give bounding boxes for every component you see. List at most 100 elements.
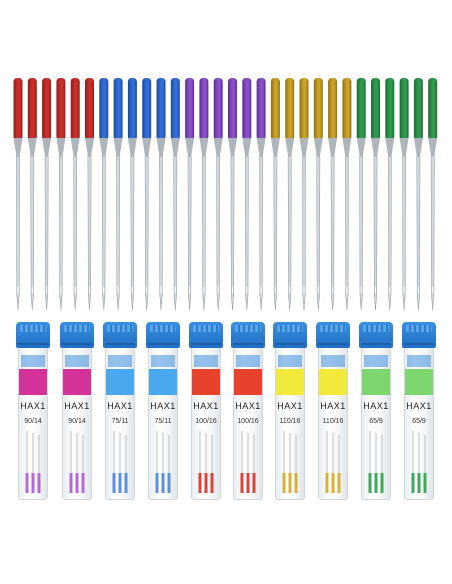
packet-cap xyxy=(189,322,223,348)
sewing-needle xyxy=(371,78,380,311)
needle-packet: HAX1 90/14 xyxy=(16,322,50,500)
packet-brand: HAX1 xyxy=(150,401,176,411)
packet-tube: HAX1 65/9 xyxy=(361,346,391,500)
size-color-band xyxy=(106,369,134,395)
packet-brand: HAX1 xyxy=(406,401,432,411)
packet-needles xyxy=(325,431,341,493)
packet-tube: HAX1 110/16 xyxy=(275,346,305,500)
packet-size: 90/14 xyxy=(68,418,86,425)
packet-brand: HAX1 xyxy=(235,401,261,411)
sewing-needle xyxy=(399,78,409,311)
packet-needles xyxy=(368,431,384,493)
sewing-needle xyxy=(99,78,109,311)
packet-brand: HAX1 xyxy=(107,401,133,411)
packet-cap xyxy=(273,322,307,348)
needle-packet: HAX1 65/9 xyxy=(402,322,436,500)
packet-tube: HAX1 110/16 xyxy=(318,346,348,500)
packet-size: 110/16 xyxy=(279,418,301,425)
needle-packet: HAX1 110/16 xyxy=(316,322,350,500)
packet-size: 65/9 xyxy=(369,418,383,425)
packet-tube: HAX1 75/11 xyxy=(105,346,135,500)
sewing-needle xyxy=(356,78,366,311)
sewing-needle xyxy=(213,78,223,311)
sewing-needle xyxy=(70,78,80,311)
sewing-needle xyxy=(270,78,280,311)
packet-tube: HAX1 100/16 xyxy=(191,346,221,500)
packet-size: 90/14 xyxy=(24,418,42,425)
packet-needles xyxy=(112,431,128,493)
packet-cap xyxy=(60,322,94,348)
needle-packet: HAX1 90/14 xyxy=(60,322,94,500)
sewing-needle xyxy=(156,78,166,311)
needle-packet: HAX1 100/16 xyxy=(231,322,265,500)
size-color-band xyxy=(276,369,304,395)
packet-brand: HAX1 xyxy=(64,401,90,411)
packet-size: 75/11 xyxy=(111,418,129,425)
packet-size: 110/16 xyxy=(322,418,344,425)
packet-cap xyxy=(359,322,393,348)
packet-tube: HAX1 75/11 xyxy=(148,346,178,500)
needle-packet: HAX1 75/11 xyxy=(103,322,137,500)
packet-cap xyxy=(16,322,50,348)
packet-needles xyxy=(25,431,41,493)
packet-needles xyxy=(69,431,85,493)
needle-packet: HAX1 65/9 xyxy=(359,322,393,500)
sewing-needle xyxy=(385,78,395,311)
size-color-band xyxy=(405,369,433,395)
packet-tube: HAX1 90/14 xyxy=(18,346,48,500)
sewing-needle xyxy=(113,78,123,311)
size-color-band xyxy=(19,369,47,395)
sewing-needle xyxy=(228,78,237,311)
packet-size: 65/9 xyxy=(412,418,426,425)
sewing-needle xyxy=(185,78,195,311)
packet-cap xyxy=(231,322,265,348)
sewing-needle xyxy=(13,78,23,311)
sewing-needle xyxy=(56,78,66,311)
sewing-needle xyxy=(199,78,209,311)
size-color-band xyxy=(192,369,220,395)
packet-cap xyxy=(103,322,137,348)
packet-size: 100/16 xyxy=(237,418,259,425)
packet-size: 75/11 xyxy=(154,418,172,425)
packet-needles xyxy=(198,431,214,493)
packet-cap xyxy=(316,322,350,348)
packet-brand: HAX1 xyxy=(320,401,346,411)
sewing-needle xyxy=(342,78,352,311)
size-color-band xyxy=(319,369,347,395)
packet-brand: HAX1 xyxy=(277,401,303,411)
sewing-needle xyxy=(242,78,252,311)
packet-cap xyxy=(402,322,436,348)
packet-needles xyxy=(282,431,298,493)
needle-packet: HAX1 75/11 xyxy=(146,322,180,500)
size-color-band xyxy=(362,369,390,395)
packet-cap xyxy=(146,322,180,348)
sewing-needle xyxy=(27,78,37,311)
sewing-needle xyxy=(413,78,423,311)
packet-needles xyxy=(411,431,427,493)
packet-needles xyxy=(155,431,171,493)
sewing-needle xyxy=(42,78,52,311)
sewing-needle xyxy=(85,78,94,311)
packet-brand: HAX1 xyxy=(20,401,46,411)
sewing-needle xyxy=(328,78,338,311)
sewing-needle xyxy=(299,78,309,311)
packet-brand: HAX1 xyxy=(193,401,219,411)
packet-brand: HAX1 xyxy=(363,401,389,411)
sewing-needle xyxy=(142,78,152,311)
needle-packet: HAX1 110/16 xyxy=(273,322,307,500)
packet-tube: HAX1 90/14 xyxy=(62,346,92,500)
sewing-needle xyxy=(256,78,266,311)
size-color-band xyxy=(234,369,262,395)
packet-tube: HAX1 100/16 xyxy=(233,346,263,500)
size-color-band xyxy=(149,369,177,395)
packet-size: 100/16 xyxy=(195,418,217,425)
packet-needles xyxy=(240,431,256,493)
sewing-needle xyxy=(127,78,137,311)
needle-packet: HAX1 100/16 xyxy=(189,322,223,500)
sewing-needle xyxy=(170,78,180,311)
sewing-needle xyxy=(313,78,323,311)
sewing-needle xyxy=(428,78,438,311)
sewing-needle xyxy=(285,78,295,311)
